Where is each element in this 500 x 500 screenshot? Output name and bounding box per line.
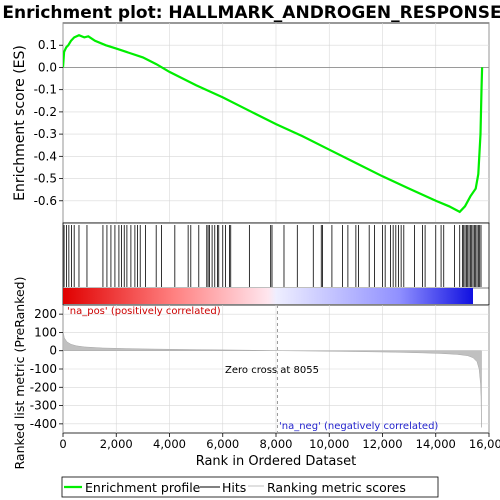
metric-y-tick-label: 200 — [34, 307, 57, 321]
es-y-ticks: 0.1 0.0 -0.1 -0.2 -0.3 -0.4 -0.5 -0.6 — [34, 38, 63, 208]
metric-y-axis-label: Ranked list metric (PreRanked) — [12, 277, 27, 470]
x-tick-label: 8,000 — [260, 437, 293, 451]
legend-es-label: Enrichment profile — [85, 480, 201, 495]
legend-hits-label: Hits — [222, 480, 246, 495]
es-y-tick-label: 0.0 — [38, 60, 57, 74]
na-neg-label: 'na_neg' (negatively correlated) — [279, 421, 438, 432]
x-tick-label: 0 — [59, 437, 66, 451]
legend-metric-label: Ranking metric scores — [267, 480, 406, 495]
es-panel: 0.1 0.0 -0.1 -0.2 -0.3 -0.4 -0.5 -0.6 Enrichmen… — [12, 22, 490, 224]
enrichment-profile-line — [63, 33, 484, 214]
x-tick-label: 10,000 — [309, 437, 349, 451]
hits-panel — [62, 222, 490, 306]
x-tick-label: 14,000 — [416, 437, 456, 451]
metric-y-tick-label: -100 — [30, 362, 57, 376]
x-tick-label: 2,000 — [100, 437, 133, 451]
es-y-axis-label: Enrichment score (ES) — [12, 45, 28, 201]
x-tick-label: 12,000 — [362, 437, 402, 451]
ranked-list-colorbar — [63, 288, 473, 304]
es-y-tick-label: -0.1 — [34, 83, 57, 97]
metric-y-tick-label: -300 — [30, 399, 57, 413]
es-y-tick-label: -0.4 — [34, 149, 57, 163]
ranking-metric-area — [62, 330, 482, 428]
ranked-list-panel: Zero cross at 8055 'na_pos' (positively … — [12, 277, 500, 470]
legend: Enrichment profile Hits Ranking metric s… — [61, 476, 439, 498]
metric-y-tick-label: -200 — [30, 380, 57, 394]
legend-frame — [61, 476, 439, 498]
x-tick-label: 4,000 — [153, 437, 186, 451]
metric-y-tick-label: -400 — [30, 417, 57, 431]
chart-title: Enrichment plot: HALLMARK_ANDROGEN_RESPO… — [2, 3, 500, 23]
hit-marks — [63, 225, 482, 287]
zero-cross-label: Zero cross at 8055 — [225, 365, 319, 376]
es-y-tick-label: 0.1 — [38, 38, 57, 52]
metric-y-ticks: 200 100 0 -100 -200 -300 -400 — [30, 307, 63, 431]
metric-y-tick-label: 0 — [49, 344, 57, 358]
na-pos-label: 'na_pos' (positively correlated) — [67, 306, 221, 317]
es-y-tick-label: -0.2 — [34, 105, 57, 119]
es-y-tick-label: -0.6 — [34, 194, 57, 208]
metric-y-tick-label: 100 — [34, 325, 57, 339]
x-axis-label: Rank in Ordered Dataset — [196, 454, 357, 469]
x-tick-label: 6,000 — [206, 437, 239, 451]
x-axis-ticks: 0 2,000 4,000 6,000 8,000 10,000 12,000 14,000 1… — [59, 433, 500, 451]
es-y-tick-label: -0.3 — [34, 127, 57, 141]
es-y-tick-label: -0.5 — [34, 172, 57, 186]
x-tick-label: 16,000 — [469, 437, 500, 451]
